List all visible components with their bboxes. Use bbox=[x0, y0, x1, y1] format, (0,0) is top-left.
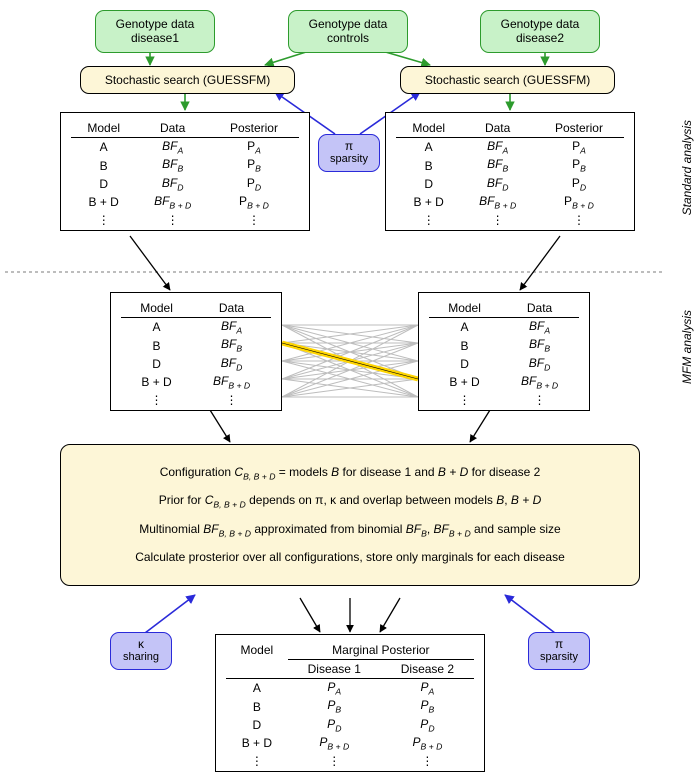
node-genotype-controls: Genotype data controls bbox=[288, 10, 408, 53]
node-genotype-disease1: Genotype data disease1 bbox=[95, 10, 215, 53]
mfm-line4: Calculate prosterior over all configurat… bbox=[77, 544, 623, 572]
node-genotype-disease2: Genotype data disease2 bbox=[480, 10, 600, 53]
hdr-posterior: Posterior bbox=[534, 119, 624, 138]
node-kappa-sharing: κ sharing bbox=[110, 632, 172, 670]
mfm-line3: Multinomial BFB, B + D approximated from… bbox=[77, 516, 623, 544]
mfm-line1: Configuration CB, B + D = models B for d… bbox=[77, 459, 623, 487]
txt: Genotype data bbox=[297, 17, 399, 31]
hdr-data: Data bbox=[461, 119, 534, 138]
txt: controls bbox=[297, 31, 399, 45]
txt: Genotype data bbox=[104, 17, 206, 31]
table-result: Model Marginal Posterior Disease 1 Disea… bbox=[215, 634, 485, 772]
txt: Stochastic search (GUESSFM) bbox=[425, 73, 590, 87]
hdr-data: Data bbox=[136, 119, 209, 138]
node-search-right: Stochastic search (GUESSFM) bbox=[400, 66, 615, 94]
txt: disease1 bbox=[104, 31, 206, 45]
node-search-left: Stochastic search (GUESSFM) bbox=[80, 66, 295, 94]
txt: sparsity bbox=[323, 153, 375, 166]
hdr-model: Model bbox=[71, 119, 136, 138]
node-pi-sparsity-bottom: π sparsity bbox=[528, 632, 590, 670]
table-mfm-left: Model Data ABFA BBFB DBFD B + DBFB + D ⋮… bbox=[110, 292, 282, 411]
label-standard-analysis: Standard analysis bbox=[680, 120, 694, 215]
mfm-description-box: Configuration CB, B + D = models B for d… bbox=[60, 444, 640, 586]
hdr-model: Model bbox=[396, 119, 461, 138]
mfm-line2: Prior for CB, B + D depends on π, κ and … bbox=[77, 487, 623, 515]
hdr-posterior: Posterior bbox=[209, 119, 299, 138]
node-pi-sparsity-top: π sparsity bbox=[318, 134, 380, 172]
txt: Stochastic search (GUESSFM) bbox=[105, 73, 270, 87]
txt: π bbox=[323, 139, 375, 153]
table-mfm-right: Model Data ABFA BBFB DBFD B + DBFB + D ⋮… bbox=[418, 292, 590, 411]
txt: disease2 bbox=[489, 31, 591, 45]
table-standard-right: Model Data Posterior ABFAPA BBFBPB DBFDP… bbox=[385, 112, 635, 231]
txt: Genotype data bbox=[489, 17, 591, 31]
table-standard-left: Model Data Posterior ABFAPA BBFBPB DBFDP… bbox=[60, 112, 310, 231]
label-mfm-analysis: MFM analysis bbox=[680, 310, 694, 384]
